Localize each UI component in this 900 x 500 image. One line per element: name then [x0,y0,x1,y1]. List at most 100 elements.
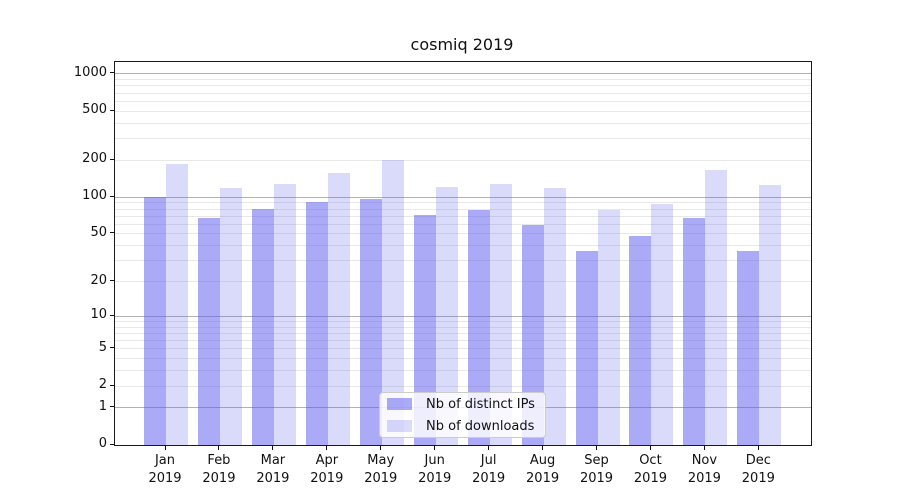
gridline-minor [115,348,811,350]
x-tick [326,446,328,450]
x-tick-label: Jun 2019 [418,453,452,486]
y-tick [110,232,114,234]
x-tick [703,446,705,450]
bar-downloads [759,185,782,445]
gridline-minor [115,122,811,124]
bar-downloads [705,170,728,445]
y-tick [110,109,114,111]
gridline-major [115,315,811,317]
x-tick-label: Sep 2019 [579,453,614,486]
bar-downloads [651,203,674,445]
gridline-minor [115,223,811,225]
gridline-minor [115,281,811,282]
x-tick [757,446,759,450]
gridline-minor [115,320,811,322]
bar-downloads [219,188,242,445]
gridline-minor [115,110,811,112]
x-tick-label: Jan 2019 [148,453,182,486]
x-tick-label: Apr 2019 [310,453,344,486]
bar-distinct-ips [251,209,274,445]
x-tick [434,446,436,450]
x-tick [488,446,490,450]
y-tick [110,347,114,349]
bar-distinct-ips [683,218,706,445]
x-tick-label: Feb 2019 [202,453,236,486]
bar-downloads [273,183,296,445]
legend-swatch-distinct-ips [387,398,412,410]
y-tick [110,72,114,74]
gridline-minor [115,92,811,94]
gridline-minor [115,358,811,360]
gridline-minor [115,208,811,210]
y-tick [110,406,114,408]
bar-distinct-ips [521,225,544,445]
gridline-minor [115,326,811,328]
bar-distinct-ips [575,251,598,445]
gridline-minor [115,100,811,102]
x-tick [164,446,166,450]
legend: Nb of distinct IPs Nb of downloads [379,392,546,438]
legend-label-downloads: Nb of downloads [426,418,535,434]
gridline-minor [115,332,811,334]
gridline-major [115,196,811,198]
gridline-minor [115,370,811,372]
bar-distinct-ips [467,209,490,445]
legend-label-distinct-ips: Nb of distinct IPs [426,396,535,412]
bar-distinct-ips [144,197,166,445]
y-tick [110,384,114,386]
gridline-minor [115,159,811,161]
y-tick-label: 20 [90,272,107,288]
bar-downloads [327,172,350,445]
x-tick [596,446,598,450]
y-tick-label: 1 [98,398,107,414]
plot-area: Nb of distinct IPs Nb of downloads [114,61,812,446]
x-tick-label: Jul 2019 [472,453,506,486]
x-tick-label: May 2019 [364,453,398,486]
y-tick-label: 50 [90,224,107,240]
y-tick [110,314,114,316]
gridline-minor [115,260,811,262]
chart-title: cosmiq 2019 [410,35,514,54]
x-tick-label: Oct 2019 [633,453,667,486]
y-tick [110,443,114,445]
bar-distinct-ips [197,218,220,445]
y-tick [110,195,114,197]
gridline-minor [115,79,811,81]
x-tick [218,446,220,450]
bar-distinct-ips [359,199,382,445]
gridline-minor [115,245,811,247]
bar-distinct-ips [413,214,436,445]
y-tick [110,158,114,160]
y-tick-label: 100 [82,188,107,204]
bar-distinct-ips [737,251,760,445]
gridline-major [115,73,811,75]
x-tick-label: Aug 2019 [526,453,560,486]
bar-downloads [381,160,404,445]
gridline-minor [115,138,811,140]
y-tick-label: 10 [90,307,107,323]
gridline-minor [115,85,811,87]
y-tick-label: 200 [82,151,107,167]
x-tick [380,446,382,450]
bar-downloads [597,210,620,445]
gridline-minor [115,233,811,235]
x-tick-label: Dec 2019 [741,453,775,486]
gridline-minor [115,202,811,204]
bar-distinct-ips [629,236,652,445]
gridline-minor [115,340,811,341]
y-tick-label: 2 [98,377,107,392]
x-tick [649,446,651,450]
y-tick [110,280,114,281]
legend-item-distinct-ips: Nb of distinct IPs [387,397,545,412]
x-tick-label: Nov 2019 [687,453,721,486]
bar-downloads [166,164,188,445]
y-tick-label: 500 [82,102,107,118]
legend-item-downloads: Nb of downloads [387,419,545,434]
x-tick-label: Mar 2019 [256,453,290,486]
x-tick [542,446,544,450]
legend-swatch-downloads [387,420,412,432]
x-tick [272,446,274,450]
bar-distinct-ips [305,201,328,445]
y-tick-label: 1000 [73,64,107,80]
